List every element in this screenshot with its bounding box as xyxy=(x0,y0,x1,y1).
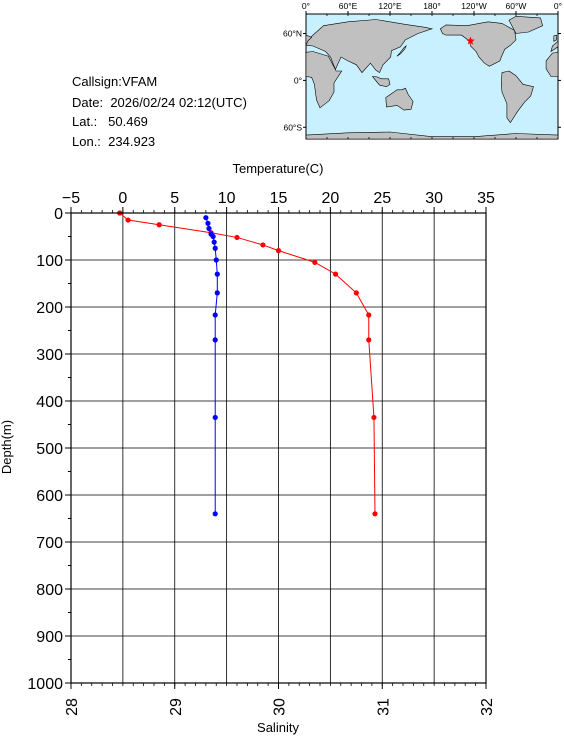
depth-tick-label: 100 xyxy=(36,253,63,270)
land-shape xyxy=(385,87,414,111)
temperature-tick-label: 0 xyxy=(118,190,127,207)
temperature-point xyxy=(366,337,372,343)
station-star-icon xyxy=(466,36,475,45)
depth-tick-label: 600 xyxy=(36,488,63,505)
lon-label: Lon.: xyxy=(72,134,101,149)
lon-line: Lon.: 234.923 xyxy=(72,134,155,149)
date-value: 2026/02/24 02:12(UTC) xyxy=(110,95,247,110)
depth-tick-label: 200 xyxy=(36,300,63,317)
depth-tick-label: 800 xyxy=(36,582,63,599)
salinity-point xyxy=(211,239,217,245)
temperature-point xyxy=(234,234,240,241)
temperature-tick-label: 25 xyxy=(373,190,391,207)
salinity-point xyxy=(212,245,218,251)
depth-tick-label: 900 xyxy=(36,629,63,646)
temperature-point xyxy=(275,248,282,254)
salinity-point xyxy=(212,337,218,343)
temperature-line xyxy=(119,212,376,514)
temperature-axis-label: Temperature(C) xyxy=(232,161,323,176)
depth-tick-label: 300 xyxy=(36,347,63,364)
temperature-point xyxy=(372,511,378,517)
temperature-point xyxy=(371,414,377,421)
map-lon-label: 0° xyxy=(554,1,562,11)
map-ticks: 0° 60°E 120°E 180° 120°W 60°W 0° 60°N 0° 60°S xyxy=(283,1,562,139)
temperature-point xyxy=(312,259,318,265)
lat-value: 50.469 xyxy=(108,114,148,129)
land-shape xyxy=(371,76,391,88)
depth-tick-label: 700 xyxy=(36,535,63,552)
temperature-tick-label: 30 xyxy=(425,190,443,207)
salinity-point xyxy=(212,414,218,421)
map-lon-label: 60°W xyxy=(506,1,527,11)
temperature-point xyxy=(366,312,372,318)
world-map: 0° 60°E 120°E 180° 120°W 60°W 0° 60°N 0° 60°S xyxy=(283,1,562,140)
salinity-point xyxy=(212,511,218,517)
map-lon-label: 120°W xyxy=(461,1,487,11)
plot-grid xyxy=(70,212,487,684)
land-shape xyxy=(396,45,407,57)
lat-line: Lat.: 50.469 xyxy=(72,114,148,129)
land-shape xyxy=(550,40,559,53)
salinity-point xyxy=(203,215,209,221)
map-marker xyxy=(466,36,475,45)
land-shape xyxy=(553,34,557,42)
salinity-tick-label: 32 xyxy=(479,698,496,716)
callsign-value: VFAM xyxy=(121,74,158,89)
depth-tick-label: 500 xyxy=(36,441,63,458)
map-lat-label: 60°N xyxy=(283,29,302,39)
land-shape xyxy=(305,51,343,109)
salinity-tick-label: 29 xyxy=(168,698,185,716)
land-shape xyxy=(508,15,543,34)
map-lon-label: 60°E xyxy=(339,1,358,11)
map-lon-label: 180° xyxy=(423,1,441,11)
callsign-line: Callsign:VFAM xyxy=(72,74,157,89)
depth-axis-label: Depth(m) xyxy=(0,420,14,474)
salinity-point xyxy=(214,290,220,296)
temperature-tick-label: 5 xyxy=(170,190,179,207)
temperature-point xyxy=(332,271,339,277)
temperature-tick-label: −5 xyxy=(62,190,80,207)
salinity-point xyxy=(205,220,211,226)
lat-label: Lat.: xyxy=(72,114,98,129)
map-lon-label: 120°E xyxy=(378,1,402,11)
salinity-tick-label: 31 xyxy=(375,698,392,716)
salinity-tick-label: 30 xyxy=(272,698,289,716)
temperature-point xyxy=(156,222,162,228)
map-lat-label: 60°S xyxy=(283,122,302,132)
land-shape xyxy=(305,34,313,46)
salinity-point xyxy=(213,257,219,263)
land-shape xyxy=(305,19,434,74)
date-label: Date: xyxy=(72,95,104,110)
map-lon-label: 0° xyxy=(302,1,310,11)
temperature-point xyxy=(353,290,359,296)
salinity-point xyxy=(212,312,218,318)
land-shape xyxy=(440,21,517,67)
lon-value: 234.923 xyxy=(108,134,156,149)
callsign-label: Callsign: xyxy=(72,74,122,89)
salinity-tick-label: 28 xyxy=(64,698,81,716)
depth-tick-label: 0 xyxy=(54,206,63,223)
map-lat-label: 0° xyxy=(294,75,302,85)
salinity-point xyxy=(214,271,220,277)
temperature-tick-label: 10 xyxy=(218,190,236,207)
salinity-point xyxy=(210,233,216,240)
date-line: Date: 2026/02/24 02:12(UTC) xyxy=(72,95,247,110)
temperature-point xyxy=(125,217,131,223)
depth-tick-label: 1000 xyxy=(27,676,63,693)
plot-frame xyxy=(70,212,487,684)
temperature-tick-label: 20 xyxy=(321,190,339,207)
land-shape xyxy=(500,70,534,124)
plot-series xyxy=(117,210,378,517)
map-land xyxy=(305,15,559,140)
salinity-point xyxy=(206,225,212,232)
temperature-tick-label: 35 xyxy=(477,190,495,207)
salinity-axis-label: Salinity xyxy=(257,720,299,735)
temperature-point xyxy=(260,242,266,248)
land-shape xyxy=(545,51,559,77)
temperature-tick-label: 15 xyxy=(270,190,288,207)
depth-tick-label: 400 xyxy=(36,394,63,411)
